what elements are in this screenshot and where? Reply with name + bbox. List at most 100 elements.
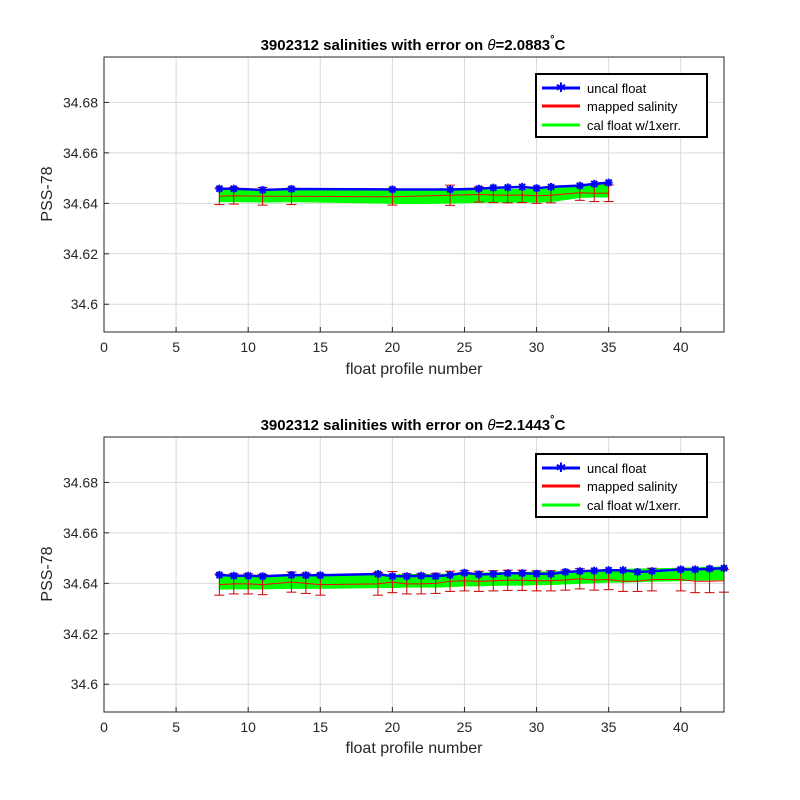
marker-stroke <box>475 570 483 579</box>
marker-stroke <box>460 569 469 577</box>
uncal-float-point <box>215 571 224 580</box>
marker-stroke <box>705 564 714 573</box>
uncal-float-point <box>705 564 714 573</box>
y-axis-label-1: PSS-78 <box>39 166 56 221</box>
uncal-float-point <box>503 183 512 192</box>
marker-stroke <box>504 569 512 577</box>
x-tick-label: 25 <box>457 719 473 735</box>
mapped-salinity-line <box>219 578 725 586</box>
plot-area-1 <box>214 178 614 206</box>
uncal-float-point <box>691 565 700 574</box>
x-tick-label: 5 <box>172 719 180 735</box>
uncal-float-point <box>244 571 253 580</box>
uncal-float-point <box>633 567 642 576</box>
uncal-float-point <box>258 572 267 581</box>
marker-stroke <box>388 185 397 194</box>
x-tick-label: 0 <box>100 719 108 735</box>
marker-stroke <box>446 185 454 194</box>
x-tick-label: 30 <box>529 719 545 735</box>
uncal-float-point <box>503 569 512 578</box>
marker-stroke <box>446 571 454 579</box>
x-axis-label-1: float profile number <box>346 361 484 378</box>
y-tick-label: 34.6 <box>71 676 98 692</box>
x-tick-label: 40 <box>673 339 689 355</box>
chart-title-2: 3902312 salinities with error on θ=2.144… <box>261 414 566 434</box>
legend-label-uncal-2: uncal float <box>587 461 647 476</box>
uncal-float-point <box>590 566 599 575</box>
marker-stroke <box>561 568 570 576</box>
marker-stroke <box>633 568 642 576</box>
uncal-float-point <box>532 184 541 193</box>
marker-stroke <box>388 572 397 580</box>
marker-stroke <box>648 567 656 575</box>
marker-stroke <box>619 566 627 574</box>
uncal-float-point <box>561 567 570 576</box>
legend-marker-uncal-2: ✱ <box>556 460 567 475</box>
marker-stroke <box>287 185 296 193</box>
x-ticks-1: 0 5 10 15 20 25 30 35 40 <box>100 327 689 355</box>
marker-stroke <box>604 566 613 574</box>
uncal-float-point <box>417 571 426 580</box>
uncal-float-point <box>546 182 555 191</box>
legend-marker-uncal-1: ✱ <box>556 80 567 95</box>
uncal-float-point <box>388 185 397 194</box>
uncal-float-point <box>431 572 440 581</box>
legend-label-cal-2: cal float w/1xerr. <box>587 498 681 513</box>
uncal-float-point <box>604 566 613 575</box>
marker-stroke <box>302 571 310 579</box>
uncal-float-point <box>518 569 527 578</box>
chart-panel-2: 3902312 salinities with error on θ=2.144… <box>39 414 729 757</box>
marker-stroke <box>691 565 699 574</box>
marker-stroke <box>590 180 598 188</box>
marker-stroke <box>417 572 425 580</box>
marker-stroke <box>532 570 541 578</box>
y-axis-label-2: PSS-78 <box>39 546 56 601</box>
y-ticks-2: 34.6 34.62 34.64 34.66 34.68 <box>63 474 109 692</box>
legend-label-mapped-2: mapped salinity <box>587 479 678 494</box>
mapped-salinity-line <box>219 192 609 198</box>
x-tick-label: 10 <box>240 339 256 355</box>
uncal-float-point <box>532 569 541 578</box>
x-tick-label: 15 <box>312 339 328 355</box>
uncal-float-point <box>647 567 656 576</box>
y-tick-label: 34.64 <box>63 195 98 211</box>
y-tick-label: 34.66 <box>63 145 98 161</box>
uncal-float-point <box>474 184 483 193</box>
marker-stroke <box>374 570 382 578</box>
marker-stroke <box>576 567 584 575</box>
uncal-float-point <box>402 572 411 581</box>
x-tick-label: 10 <box>240 719 256 735</box>
uncal-float-point <box>489 569 498 578</box>
y-ticks-1: 34.6 34.62 34.64 34.66 34.68 <box>63 94 109 312</box>
uncal-float-point <box>460 568 469 577</box>
y-tick-label: 34.62 <box>63 246 98 262</box>
marker-stroke <box>504 183 512 192</box>
uncal-float-point <box>575 567 584 576</box>
marker-stroke <box>532 184 541 192</box>
legend-2: ✱ uncal float mapped salinity cal float … <box>535 453 708 518</box>
marker-stroke <box>604 178 613 187</box>
legend-label-cal-1: cal float w/1xerr. <box>587 118 681 133</box>
uncal-float-point <box>590 179 599 188</box>
y-tick-label: 34.66 <box>63 525 98 541</box>
uncal-float-point <box>287 184 296 193</box>
uncal-float-point <box>258 185 267 194</box>
marker-stroke <box>590 567 598 575</box>
marker-stroke <box>518 569 526 577</box>
chart-title-1: 3902312 salinities with error on θ=2.088… <box>261 34 566 54</box>
x-tick-label: 20 <box>385 719 401 735</box>
marker-stroke <box>431 572 440 580</box>
x-tick-label: 0 <box>100 339 108 355</box>
y-tick-label: 34.68 <box>63 474 98 490</box>
marker-stroke <box>677 565 685 574</box>
marker-stroke <box>547 183 555 191</box>
marker-stroke <box>215 184 224 193</box>
marker-stroke <box>230 572 238 580</box>
uncal-float-point <box>604 178 613 187</box>
axes-box-2 <box>103 436 725 713</box>
marker-stroke <box>547 570 555 578</box>
legend-1: ✱ uncal float mapped salinity cal float … <box>535 73 708 138</box>
uncal-float-point <box>518 182 527 191</box>
uncal-float-point <box>446 571 455 580</box>
